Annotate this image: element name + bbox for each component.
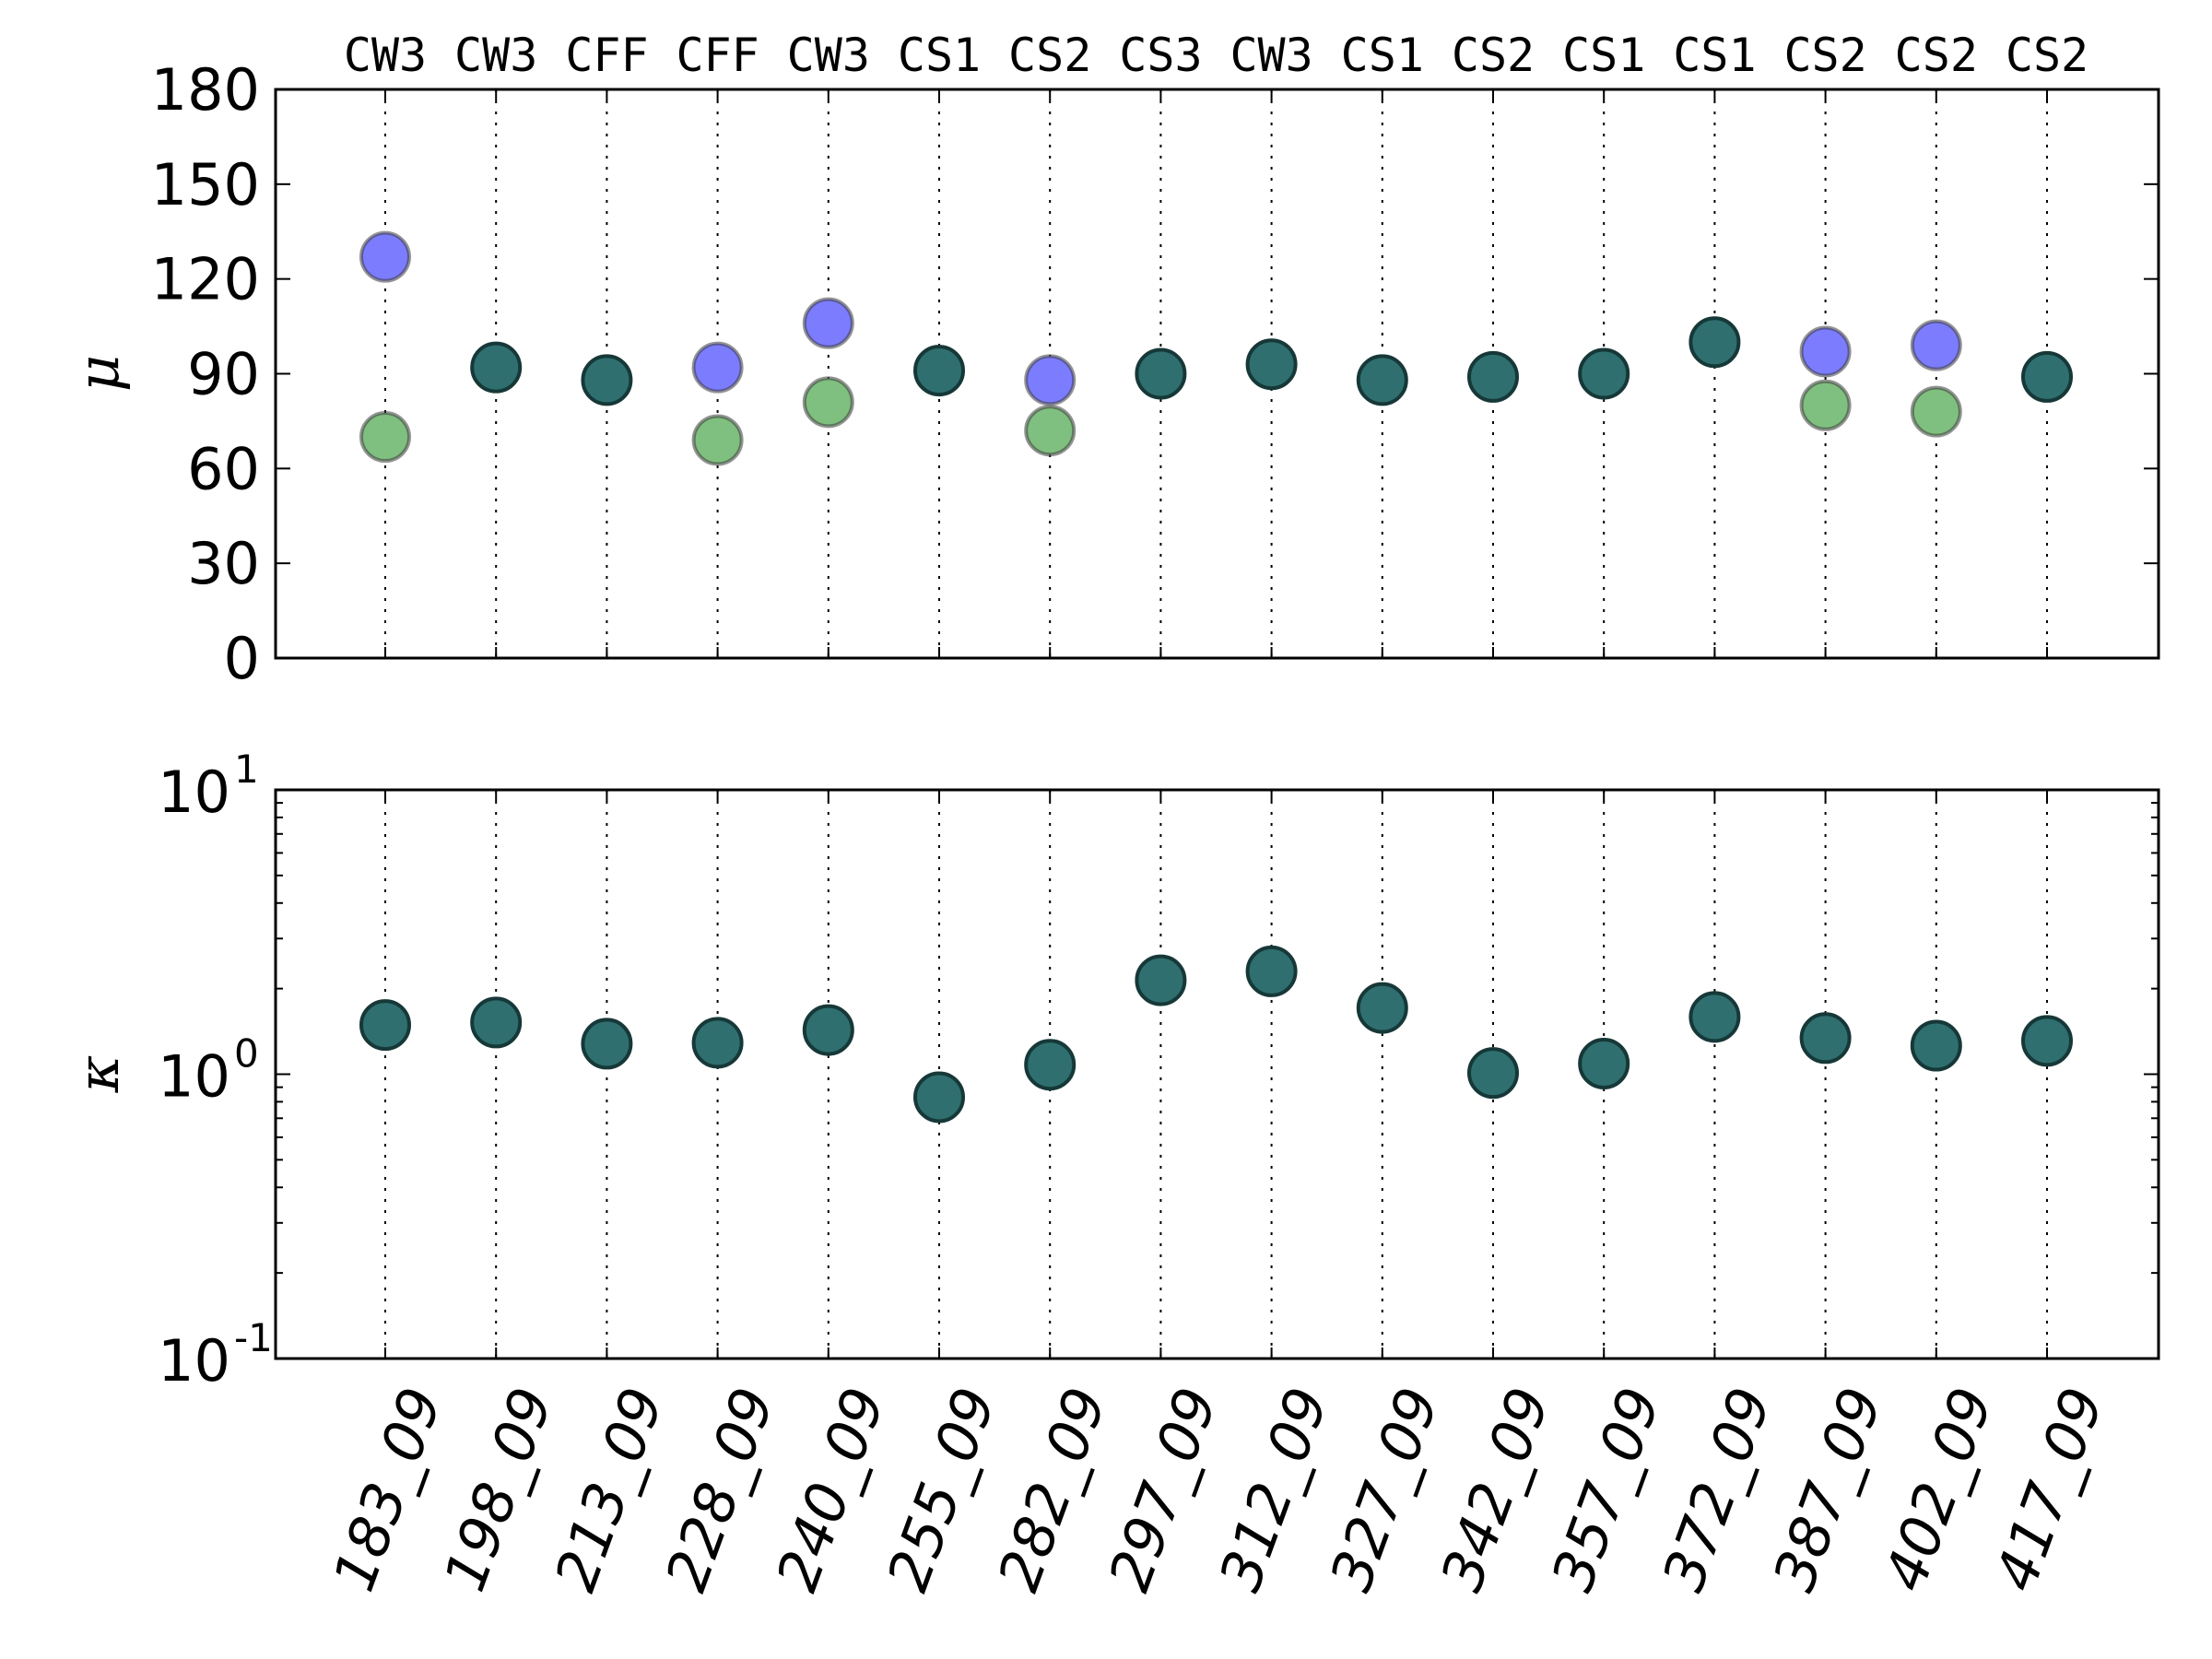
kappa-point (1467, 1047, 1519, 1100)
mu-point (470, 341, 523, 394)
mu-y-tick-label: 60 (187, 435, 260, 502)
kappa-y-axis-label: κ (65, 1055, 132, 1094)
top-category-label: CW3 (454, 29, 537, 82)
mu-y-tick-labels: 0 30 60 90 120 150 180 (151, 56, 260, 692)
mu-y-tick-label: 90 (187, 341, 260, 408)
mu-point (802, 297, 854, 349)
top-category-label: CS1 (898, 29, 981, 82)
kappa-point (581, 1018, 633, 1070)
kappa-point (1578, 1037, 1630, 1089)
mu-point (1356, 354, 1408, 406)
kappa-point (2021, 1015, 2073, 1067)
mu-y-tick-label: 120 (151, 246, 260, 313)
mu-points (359, 230, 2073, 466)
top-category-label: CFF (565, 29, 648, 82)
top-category-label: CW3 (1230, 29, 1312, 82)
mu-point (1910, 319, 1962, 371)
kappa-plot-frame (274, 788, 2160, 1360)
mu-y-tick-label: 180 (151, 56, 260, 124)
top-category-label: CS2 (2006, 29, 2088, 82)
kappa-point (802, 1004, 854, 1056)
kappa-point (359, 999, 411, 1052)
top-category-label: CS2 (1008, 29, 1091, 82)
kappa-gridlines (384, 790, 2048, 1359)
kappa-ticks (276, 789, 2159, 1359)
kappa-point (1245, 945, 1298, 997)
mu-point (1245, 338, 1298, 391)
kappa-point (1688, 991, 1741, 1043)
mu-point (581, 354, 633, 406)
top-category-label: CS2 (1452, 29, 1535, 82)
kappa-points (359, 945, 2073, 1124)
mu-point (691, 414, 744, 466)
x-tick-labels: 183_09198_09213_09228_09240_09255_09282_… (320, 1379, 2117, 1599)
kappa-y-tick-exponent: -1 (234, 1315, 273, 1360)
mu-point (913, 345, 965, 397)
kappa-y-tick-label: 10 (158, 1327, 230, 1394)
top-category-label: CS1 (1673, 29, 1756, 82)
mu-point (1799, 379, 1852, 431)
kappa-point (913, 1071, 965, 1124)
kappa-point (1356, 982, 1408, 1034)
top-category-label: CW3 (787, 29, 870, 82)
mu-y-tick-label: 150 (151, 151, 260, 218)
kappa-y-tick-label: 10 (158, 759, 230, 826)
kappa-point (1135, 954, 1187, 1006)
mu-point (1135, 347, 1187, 400)
mu-y-tick-label: 0 (224, 625, 260, 692)
mu-point (1688, 316, 1741, 369)
top-category-label: CS1 (1562, 29, 1645, 82)
kappa-y-tick-exponent: 0 (234, 1031, 259, 1077)
mu-point (691, 341, 744, 394)
top-category-label: CS3 (1119, 29, 1202, 82)
mu-point (359, 411, 411, 464)
mu-point (1467, 350, 1519, 403)
kappa-point (1024, 1039, 1077, 1091)
kappa-point (1799, 1012, 1852, 1065)
mu-y-axis-label: μ (65, 355, 132, 392)
mu-point (802, 376, 854, 429)
mu-panel: CW3 CW3 CFF CFF CW3 CS1 CS2 CS3 CW3 CS1 CS2 CS1 CS1 C… (65, 29, 2160, 692)
top-category-label: CS1 (1341, 29, 1424, 82)
mu-plot-frame (274, 88, 2160, 660)
kappa-y-tick-label: 10 (158, 1043, 230, 1111)
top-category-label: CFF (676, 29, 759, 82)
kappa-point (691, 1017, 744, 1069)
mu-point (1024, 354, 1077, 406)
top-category-label: CW3 (344, 29, 427, 82)
mu-gridlines (384, 89, 2048, 658)
kappa-point (470, 996, 523, 1049)
mu-point (1799, 325, 1852, 378)
top-category-label: CS2 (1783, 29, 1866, 82)
mu-top-labels: CW3 CW3 CFF CFF CW3 CS1 CS2 CS3 CW3 CS1 CS2 CS1 CS1 C… (344, 29, 2088, 82)
mu-point (1578, 347, 1630, 400)
kappa-point (1910, 1019, 1962, 1072)
mu-ticks (276, 88, 2159, 659)
top-category-label: CS2 (1895, 29, 1978, 82)
mu-point (1024, 405, 1077, 457)
kappa-y-tick-exponent: 1 (234, 747, 259, 792)
mu-point (1910, 385, 1962, 438)
mu-point (359, 230, 411, 283)
mu-y-tick-label: 30 (187, 530, 260, 597)
mu-point (2021, 350, 2073, 403)
